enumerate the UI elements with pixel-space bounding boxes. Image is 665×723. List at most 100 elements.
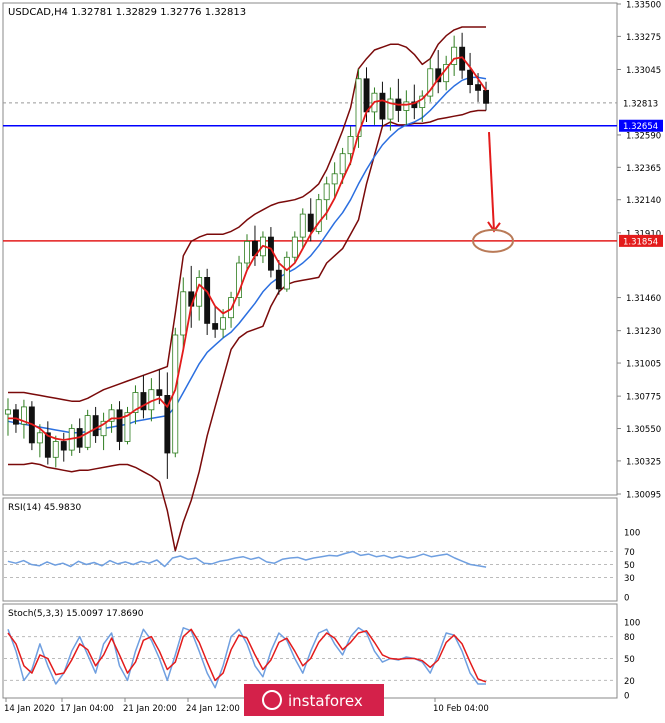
watermark-text: instaforex [288,692,363,710]
price-tick-label: 1.31460 [626,294,661,304]
stoch-header: Stoch(5,3,3) 15.0097 17.8690 [8,609,144,619]
support-price-label: 1.32654 [623,122,658,132]
price-tick-label: 1.30550 [626,425,661,435]
price-series-group [3,26,617,552]
candle-body[interactable] [108,409,115,422]
indicator-tick-label: 0 [624,692,629,702]
price-tick-label: 1.30095 [626,491,661,501]
bollinger-upper-line [8,26,486,402]
indicator-tick-label: 100 [624,619,640,629]
candle-body[interactable] [5,409,11,415]
ma-fast-line [8,56,487,441]
price-axis: 1.33500 1.33275 1.33045 1.32590 1.32365 1.321… [617,1,663,501]
price-tick-label: 1.32365 [626,164,661,174]
price-tick-label: 1.33500 [626,1,661,11]
indicator-tick-label: 30 [624,574,635,584]
candle-body[interactable] [212,323,219,330]
candle-body[interactable] [275,269,282,290]
candle-body[interactable] [36,432,43,444]
time-tick-label: 17 Jan 04:00 [60,704,114,714]
candle-body[interactable] [156,389,163,396]
candle-body[interactable] [411,101,418,109]
indicator-tick-label: 50 [624,561,635,571]
time-tick-label: 21 Jan 20:00 [123,704,177,714]
time-tick-label: 10 Feb 04:00 [433,704,489,714]
candle-body[interactable] [379,92,386,120]
price-tick-label: 1.32590 [626,131,661,141]
candle-body[interactable] [483,89,489,104]
candle-body[interactable] [124,412,131,442]
rsi-panel-frame [2,497,618,602]
indicator-tick-label: 20 [624,677,635,687]
candle-body[interactable] [427,68,434,97]
rsi-line [7,550,487,568]
price-tick-label: 1.31910 [626,229,661,239]
forecast-arrow [488,132,495,231]
candle-body[interactable] [20,406,27,425]
rsi-series-group: 100 70 50 30 0 [4,529,640,604]
candle-body[interactable] [451,46,458,65]
candle-body[interactable] [419,95,426,108]
current-price-label-box [619,96,663,109]
target-price-label-box [619,234,663,247]
time-tick-label: 24 Jan 12:00 [186,704,240,714]
watermark: instaforex [244,684,384,716]
candle-body[interactable] [387,98,394,120]
stoch-main-line [7,627,486,689]
candle-body[interactable] [52,441,59,458]
candle-body[interactable] [116,409,123,442]
price-tick-label: 1.31230 [626,327,661,337]
current-price-label: 1.32813 [623,99,658,109]
candle-body[interactable] [283,256,290,290]
indicator-tick-label: 70 [624,548,635,558]
candle-body[interactable] [331,173,338,185]
candle-body[interactable] [44,432,51,458]
candle-body[interactable] [299,213,306,238]
stoch-series-group: 100 80 50 20 0 [4,619,640,702]
candle-body[interactable] [220,317,226,330]
candle-body[interactable] [403,101,410,111]
time-tick-label: 14 Jan 2020 [4,704,55,714]
indicator-tick-label: 100 [624,529,640,539]
candle-body[interactable] [60,441,67,451]
candle-body[interactable] [92,415,99,437]
candle-body[interactable] [291,236,298,258]
support-price-label-box [619,119,663,132]
candle-body[interactable] [339,153,346,175]
candle-body[interactable] [467,69,473,85]
candle-body[interactable] [347,135,354,155]
candle-body[interactable] [100,420,107,437]
candle-body[interactable] [164,394,171,454]
candle-body[interactable] [180,291,187,336]
indicator-tick-label: 0 [624,594,629,604]
price-tick-label: 1.30775 [626,393,661,403]
candle-body[interactable] [307,213,314,232]
candle-body[interactable] [315,199,322,232]
price-tick-label: 1.31005 [626,360,661,370]
indicator-tick-label: 50 [624,655,635,665]
target-zone-ellipse [472,228,514,253]
candle-body[interactable] [204,276,211,324]
candle-body[interactable] [12,409,19,425]
candle-body[interactable] [140,392,147,411]
candle-body[interactable] [132,392,139,414]
target-price-label: 1.31854 [623,237,658,247]
indicator-tick-label: 80 [624,633,635,643]
candle-body[interactable] [236,262,242,298]
candle-body[interactable] [363,78,370,113]
symbol-header: USDCAD,H4 1.32781 1.32829 1.32776 1.3281… [8,7,246,18]
time-axis: 14 Jan 2020 17 Jan 04:00 21 Jan 20:00 24 Ja… [4,698,489,714]
candle-body[interactable] [323,183,330,201]
price-tick-label: 1.33045 [626,66,661,76]
stoch-signal-line [7,628,487,683]
candle-body[interactable] [244,240,250,264]
price-tick-label: 1.32140 [626,196,661,206]
price-panel-frame [2,2,618,496]
price-tick-label: 1.30325 [626,457,661,467]
rsi-header: RSI(14) 45.9830 [8,503,81,513]
watermark-logo-icon [262,690,282,710]
candle-body[interactable] [475,84,481,91]
price-tick-label: 1.33275 [626,33,661,43]
